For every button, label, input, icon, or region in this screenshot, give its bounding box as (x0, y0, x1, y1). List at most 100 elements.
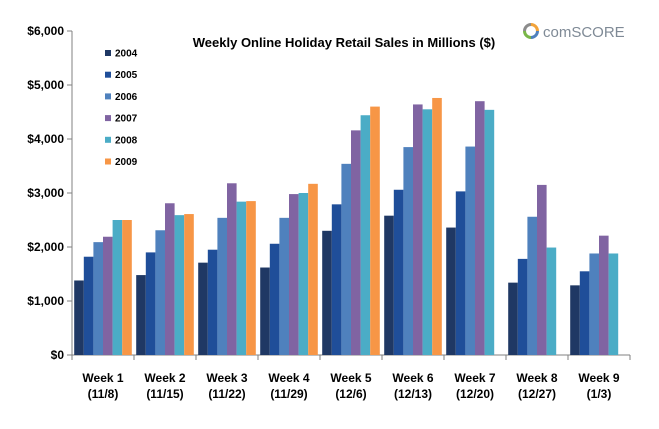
bar (546, 247, 557, 355)
legend-swatch (105, 93, 111, 100)
bar (370, 106, 380, 355)
bar (360, 115, 371, 356)
bar (413, 104, 423, 355)
x-tick-label: Week 8 (516, 371, 557, 385)
bar (298, 193, 309, 355)
bar (308, 183, 318, 355)
series-2007 (103, 101, 609, 355)
bar (517, 258, 528, 355)
x-tick-label: (12/27) (518, 387, 556, 401)
y-tick-label: $0 (51, 348, 65, 362)
x-tick-label: Week 6 (392, 371, 433, 385)
bar (537, 184, 547, 355)
bar (155, 230, 165, 355)
bar (508, 282, 518, 355)
bars (74, 97, 619, 356)
series-2006 (93, 146, 599, 355)
legend-label: 2008 (115, 135, 138, 146)
bar (136, 275, 146, 355)
x-tick-label: Week 5 (330, 371, 371, 385)
y-axis: $0 $1,000 $2,000 $3,000 $4,000 $5,000 $6,000 (27, 24, 73, 362)
bar (83, 256, 94, 355)
bar (527, 216, 537, 355)
x-tick-label: Week 4 (268, 371, 309, 385)
bar (103, 236, 113, 355)
bar (165, 203, 175, 355)
bar (384, 215, 394, 355)
bar (122, 220, 132, 355)
bar (279, 217, 289, 355)
legend-swatch (105, 50, 111, 56)
bar (422, 109, 433, 355)
x-tick-label: Week 2 (144, 371, 185, 385)
bar (446, 227, 456, 355)
bar (331, 204, 342, 355)
y-tick-label: $4,000 (27, 132, 64, 146)
series-2009 (122, 97, 442, 356)
bar (351, 130, 361, 355)
legend-swatch (105, 136, 111, 143)
legend-label: 2006 (115, 92, 138, 103)
bar (145, 252, 156, 355)
legend-label: 2007 (115, 114, 138, 125)
series-2008 (112, 109, 619, 356)
bar (217, 217, 227, 355)
x-tick-label: (12/6) (335, 387, 366, 401)
series-2004 (74, 215, 580, 355)
bar (207, 249, 218, 355)
bar (236, 201, 247, 355)
y-tick-label: $1,000 (27, 294, 64, 308)
y-tick-label: $2,000 (27, 240, 64, 254)
x-tick-label: Week 9 (578, 371, 619, 385)
bar (432, 97, 442, 356)
y-tick-label: $6,000 (27, 24, 64, 38)
legend-label: 2005 (115, 70, 138, 81)
bar (93, 242, 103, 355)
x-tick-label: (11/8) (88, 387, 119, 401)
x-tick-label: Week 3 (206, 371, 247, 385)
bar (475, 101, 485, 355)
legend-swatch (105, 115, 111, 122)
x-tick-label: Week 7 (454, 371, 495, 385)
x-tick-label: (12/13) (394, 387, 432, 401)
x-tick-label: (1/3) (587, 387, 612, 401)
bar (74, 280, 84, 355)
legend-swatch (105, 158, 111, 165)
bar (112, 220, 123, 355)
comscore-logo: comSCORE (523, 23, 625, 41)
bar (269, 243, 280, 355)
bar (260, 267, 270, 355)
bar (608, 253, 619, 355)
bar (579, 271, 590, 355)
bar (198, 262, 208, 355)
legend-swatch (105, 71, 111, 78)
legend-label: 2004 (115, 49, 138, 60)
x-tick-label: (11/22) (208, 387, 245, 401)
bar (246, 201, 256, 355)
comscore-logo-text: comSCORE (543, 24, 625, 41)
bar (289, 194, 299, 355)
x-tick-label: (11/29) (270, 387, 307, 401)
bar (403, 147, 413, 355)
chart-title: Weekly Online Holiday Retail Sales in Mi… (193, 35, 495, 50)
bar (589, 253, 599, 355)
bar (484, 109, 495, 355)
bar (393, 189, 404, 355)
x-tick-label: (11/15) (146, 387, 183, 401)
x-axis: Week 1 (11/8) Week 2 (11/15) Week 3 (11/22) We… (71, 354, 631, 401)
bar (570, 285, 580, 355)
legend-label: 2009 (115, 157, 138, 168)
y-tick-label: $3,000 (27, 186, 64, 200)
series-2005 (83, 189, 590, 355)
legend: 2004 2005 2006 2007 2008 2009 (105, 49, 138, 168)
bar (599, 235, 609, 355)
bar (465, 146, 475, 355)
comscore-logo-mark (523, 23, 539, 39)
bar (322, 230, 332, 355)
bar (184, 214, 194, 355)
bar (227, 183, 237, 355)
x-tick-label: Week 1 (82, 371, 123, 385)
y-tick-label: $5,000 (27, 78, 64, 92)
